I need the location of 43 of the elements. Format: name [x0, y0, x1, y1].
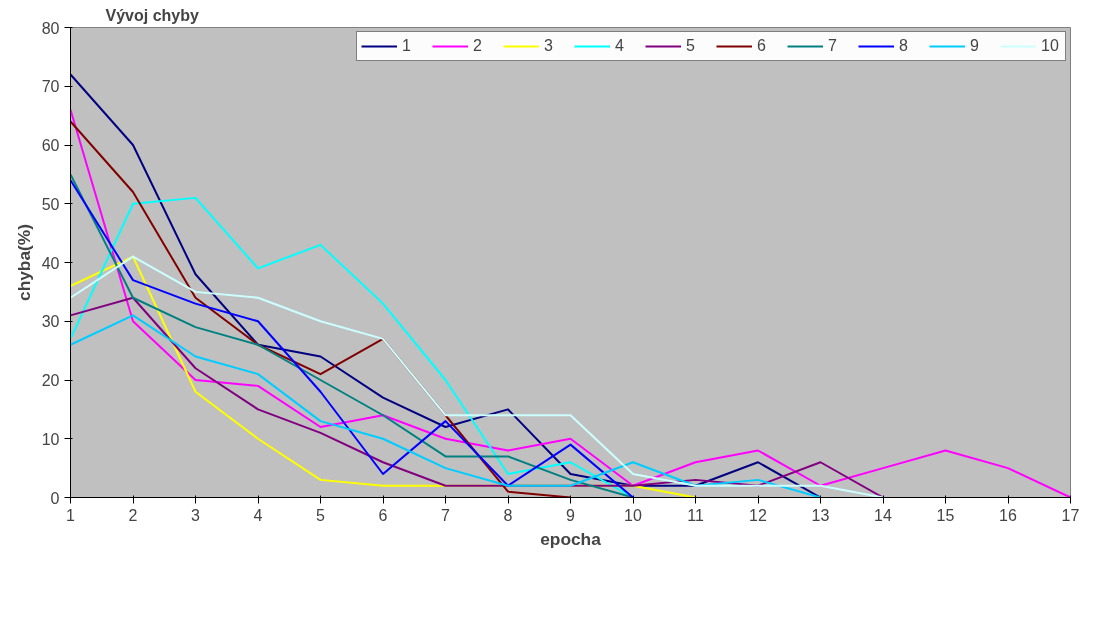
legend-label: 5 — [686, 37, 696, 55]
legend-label: 9 — [970, 37, 980, 55]
line-series — [70, 255, 884, 498]
y-tick-label: 10 — [41, 430, 60, 448]
legend-label: 1 — [402, 37, 412, 55]
x-tick-label: 9 — [566, 506, 576, 524]
legend-label: 6 — [757, 37, 767, 55]
x-tick-label: 11 — [687, 506, 704, 524]
x-axis-title: epocha — [540, 528, 602, 549]
legend-label: 7 — [828, 37, 838, 55]
x-tick-label: 10 — [624, 506, 642, 524]
x-tick-label: 4 — [253, 506, 263, 524]
y-axis-title: chyba(%) — [13, 223, 34, 302]
x-tick-label: 16 — [999, 506, 1017, 524]
chart-title: Vývoj chyby — [105, 6, 199, 24]
y-tick-label: 60 — [41, 137, 60, 154]
y-tick-label: 40 — [41, 254, 60, 272]
x-tick-label: 8 — [503, 506, 513, 524]
y-tick-label: 20 — [41, 372, 60, 389]
x-tick-label: 3 — [191, 506, 201, 524]
x-tick-label: 2 — [128, 506, 138, 524]
x-tick-label: 15 — [936, 506, 955, 524]
x-tick-label: 12 — [749, 506, 767, 524]
line-series — [70, 314, 822, 498]
x-tick-label: 7 — [441, 506, 451, 524]
legend-label: 10 — [1041, 37, 1060, 55]
legend-label: 2 — [473, 37, 483, 55]
x-tick-label: 13 — [811, 506, 830, 524]
legend-label: 4 — [615, 37, 625, 55]
y-tick-label: 70 — [41, 78, 60, 96]
y-tick-label: 30 — [41, 313, 60, 331]
y-tick-label: 0 — [50, 489, 60, 507]
y-tick-label: 50 — [41, 195, 60, 213]
x-tick-label: 5 — [316, 506, 326, 524]
legend-label: 3 — [544, 37, 554, 55]
x-tick-label: 6 — [378, 506, 388, 524]
line-series — [70, 73, 822, 498]
legend-label: 8 — [899, 37, 909, 55]
x-tick-label: 1 — [66, 506, 76, 524]
line-series — [70, 296, 884, 498]
x-tick-label: 17 — [1061, 506, 1080, 524]
y-tick-label: 80 — [41, 19, 60, 37]
x-tick-label: 14 — [874, 506, 892, 524]
